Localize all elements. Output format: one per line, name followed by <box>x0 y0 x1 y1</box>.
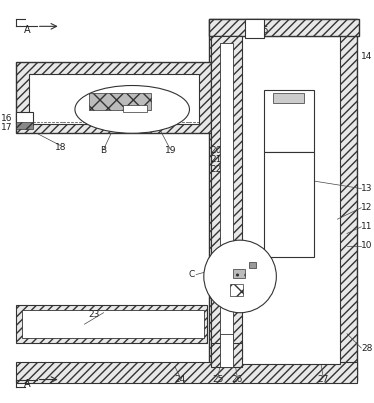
Text: 17: 17 <box>1 123 13 132</box>
Text: 21: 21 <box>211 156 222 164</box>
Text: 20: 20 <box>211 146 222 155</box>
Bar <box>211 343 242 367</box>
Text: 26: 26 <box>232 375 243 384</box>
Text: 25: 25 <box>212 375 224 384</box>
Text: 16: 16 <box>1 114 13 123</box>
Text: 11: 11 <box>361 222 373 231</box>
Text: 12: 12 <box>361 203 373 212</box>
Bar <box>16 305 207 343</box>
Bar <box>16 362 358 383</box>
Bar <box>264 152 313 258</box>
Text: 19: 19 <box>165 146 176 155</box>
Bar <box>226 36 340 364</box>
Text: 27: 27 <box>318 375 329 384</box>
Bar <box>273 93 304 103</box>
Text: B: B <box>101 146 107 155</box>
Bar <box>89 93 151 110</box>
Text: 14: 14 <box>361 52 373 61</box>
Text: A: A <box>24 25 31 35</box>
Text: A: A <box>24 379 31 389</box>
Circle shape <box>204 240 276 313</box>
Bar <box>233 269 245 278</box>
Text: 13: 13 <box>361 184 373 193</box>
Bar <box>209 19 356 382</box>
Ellipse shape <box>75 85 190 133</box>
Text: 18: 18 <box>55 143 66 152</box>
Text: 22: 22 <box>211 165 222 174</box>
Bar <box>220 43 233 339</box>
Bar <box>220 334 233 367</box>
Text: 10: 10 <box>361 241 373 250</box>
Bar <box>22 310 204 339</box>
Bar <box>16 122 33 129</box>
Bar <box>16 62 211 133</box>
Text: 24: 24 <box>174 375 186 384</box>
Bar <box>16 112 33 124</box>
Bar <box>29 74 199 124</box>
Bar <box>211 36 242 360</box>
Text: 28: 28 <box>361 343 373 353</box>
Text: C: C <box>188 270 194 279</box>
Text: 15: 15 <box>258 26 270 35</box>
Bar <box>123 105 147 112</box>
Bar <box>249 262 256 268</box>
Bar <box>230 284 243 295</box>
Bar <box>264 90 313 152</box>
Bar <box>209 19 359 36</box>
Text: 23: 23 <box>88 310 100 319</box>
Bar <box>245 19 264 38</box>
